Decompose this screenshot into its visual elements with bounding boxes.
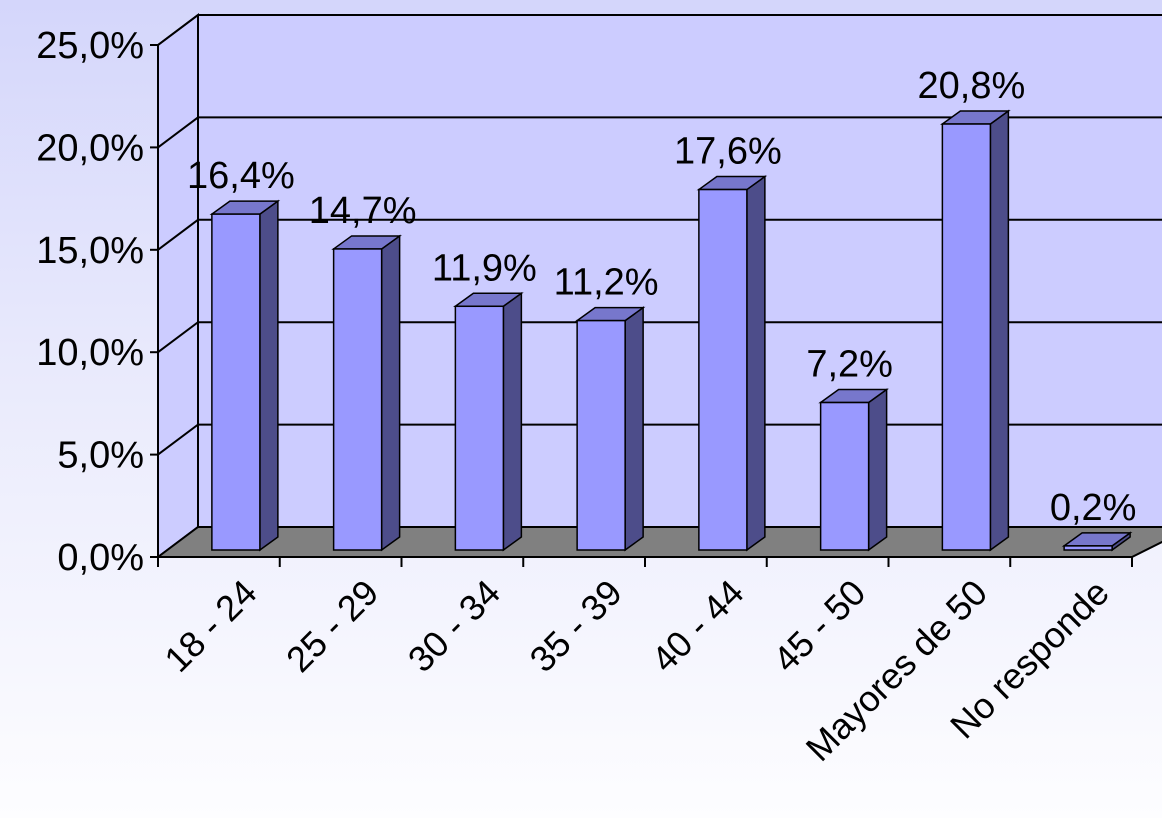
- category-label: 45 - 50: [765, 572, 873, 680]
- bar-front: [332, 248, 383, 551]
- data-label: 11,2%: [554, 262, 659, 304]
- bar-front: [698, 188, 748, 551]
- bar-side: [502, 291, 523, 552]
- bar-side: [867, 388, 888, 552]
- bar-front: [211, 213, 261, 551]
- x-axis-category-labels: 18 - 24 25 - 29 30 - 34 35 - 39 40 - 44 45 - …: [156, 572, 1116, 769]
- category-label: 35 - 39: [522, 572, 630, 680]
- floor-plane: [155, 526, 1162, 558]
- bar-side: [989, 109, 1010, 552]
- y-tick-label: 10,0%: [36, 332, 144, 374]
- data-label: 11,9%: [432, 247, 537, 289]
- y-tick-label: 0,0%: [57, 537, 144, 579]
- category-label: 40 - 44: [643, 572, 751, 680]
- gridline: [157, 218, 1162, 251]
- data-label: 17,6%: [674, 131, 782, 173]
- bar: [1061, 531, 1133, 552]
- gridline: [157, 116, 1162, 149]
- side-wall: [157, 13, 199, 559]
- y-tick-label: 20,0%: [36, 127, 144, 169]
- axes: [150, 44, 1133, 567]
- category-label: 25 - 29: [278, 572, 386, 680]
- data-label: 20,8%: [918, 65, 1026, 107]
- y-tick-label: 25,0%: [36, 25, 144, 67]
- bar-front: [1063, 545, 1113, 551]
- gridline: [157, 14, 1162, 46]
- bar: [696, 175, 768, 552]
- gridline: [157, 321, 1162, 354]
- bar: [331, 234, 402, 552]
- chart-walls: [157, 13, 1162, 559]
- y-axis-tick-labels: 0,0% 5,0% 10,0% 15,0% 20,0% 25,0%: [36, 25, 144, 579]
- category-label: 30 - 34: [400, 572, 508, 680]
- data-label: 16,4%: [187, 155, 295, 197]
- data-label: 0,2%: [1050, 487, 1137, 529]
- back-wall: [198, 15, 1162, 527]
- bar: [209, 199, 281, 552]
- category-label: 18 - 24: [156, 572, 264, 680]
- y-tick-label: 15,0%: [36, 230, 144, 272]
- bar-front: [576, 319, 626, 551]
- bar-side: [624, 306, 644, 552]
- bar: [940, 109, 1011, 552]
- bar-side: [380, 234, 401, 552]
- bar: [453, 291, 524, 552]
- data-labels: 16,4% 14,7% 11,9% 11,2% 17,6% 7,2% 20,8% 0,2%: [187, 65, 1136, 529]
- y-tick-label: 5,0%: [57, 435, 144, 477]
- bar-front: [454, 305, 505, 551]
- bars: [209, 109, 1133, 552]
- bar: [574, 306, 646, 552]
- bar-front: [941, 123, 992, 551]
- chart-floor: [155, 526, 1162, 558]
- bar-front: [819, 401, 870, 551]
- bar: [818, 388, 889, 552]
- data-label: 14,7%: [309, 190, 417, 232]
- bar-side: [746, 175, 766, 552]
- data-label: 7,2%: [806, 344, 893, 386]
- bar-side: [259, 199, 279, 552]
